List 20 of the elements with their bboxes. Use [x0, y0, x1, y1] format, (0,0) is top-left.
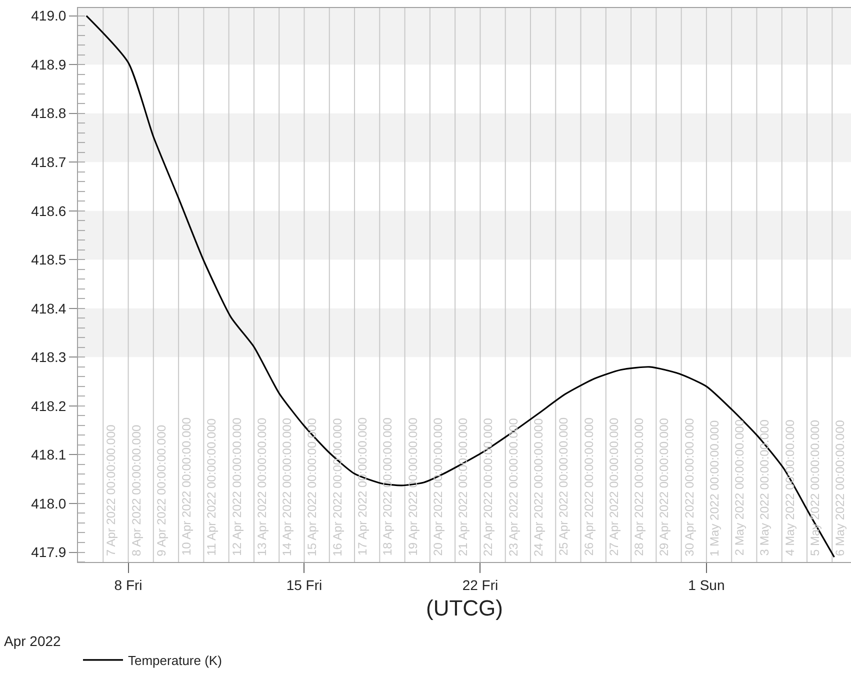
- y-tick-label: 418.1: [31, 446, 66, 463]
- x-tick-label: 15 Fri: [286, 576, 322, 593]
- y-tick-label: 417.9: [31, 544, 66, 560]
- x-axis-title: (UTCG): [426, 596, 503, 621]
- text: Apr 2022: [4, 633, 62, 649]
- x-tick-label: 22 Fri: [462, 576, 498, 593]
- y-tick-label: 419.0: [31, 8, 66, 24]
- y-tick-label: 418.3: [31, 349, 66, 366]
- y-tick-label: 418.5: [31, 252, 66, 268]
- x-tick-label: 8 Fri: [114, 576, 142, 593]
- y-tick-label: 418.0: [31, 495, 66, 512]
- y-tick-label: 418.7: [31, 154, 66, 170]
- y-tick-label: 418.8: [31, 105, 66, 122]
- y-tick-label: 418.2: [31, 398, 66, 414]
- line-series: [86, 15, 836, 558]
- y-tick-label: 418.4: [31, 300, 66, 316]
- legend-label: Temperature (K): [128, 653, 222, 668]
- y-tick-label: 418.9: [31, 56, 66, 72]
- y-tick-label: 418.6: [31, 202, 66, 219]
- x-tick-label: 1 Sun: [688, 576, 725, 593]
